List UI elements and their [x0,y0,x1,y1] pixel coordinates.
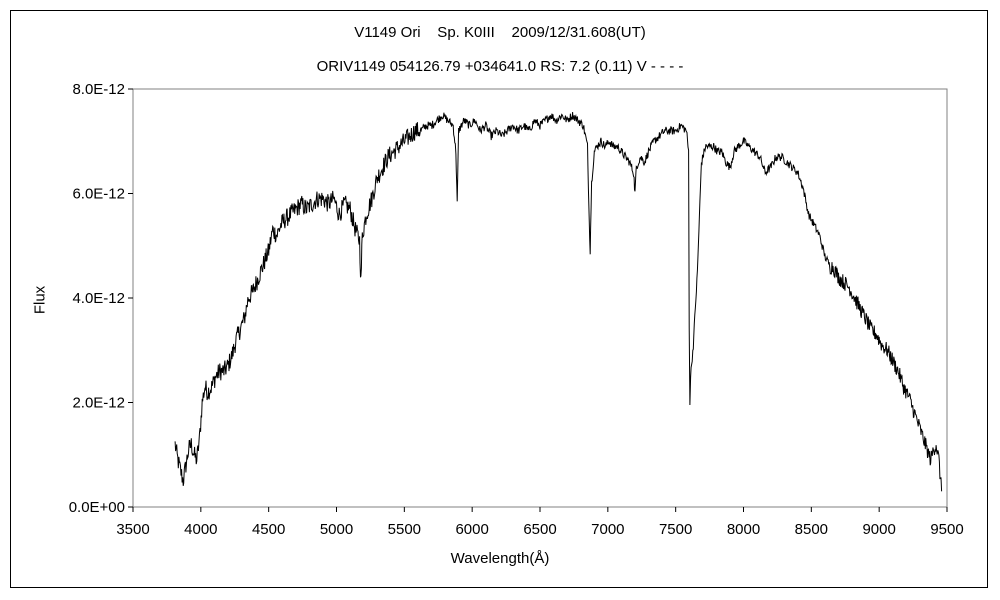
x-tick-label: 7000 [591,521,624,538]
x-tick-label: 5500 [388,521,421,538]
x-tick-label: 8500 [795,521,828,538]
y-axis-label: Flux [31,285,49,315]
y-tick-label: 4.0E-12 [72,290,125,307]
x-tick-label: 6500 [523,521,556,538]
series-layer [174,111,943,492]
series-line [174,111,943,492]
x-axis: 3500 4000 4500 5000 5500 6000 6500 7000 7500 8000… [116,507,964,538]
x-tick-label: 6000 [455,521,488,538]
x-tick-label: 5000 [320,521,353,538]
y-tick-label: 0.0E+00 [69,499,125,516]
x-tick-label: 4000 [184,521,217,538]
x-tick-label: 7500 [659,521,692,538]
x-tick-label: 3500 [116,521,149,538]
y-tick-label: 6.0E-12 [72,186,125,203]
x-tick-label: 9500 [930,521,963,538]
y-tick-label: 2.0E-12 [72,395,125,412]
y-tick-label: 8.0E-12 [72,81,125,98]
chart-subtitle: ORIV1149 054126.79 +034641.0 RS: 7.2 (0.… [316,58,684,75]
x-axis-label: Wavelength(Å) [450,550,550,567]
x-tick-label: 4500 [252,521,285,538]
y-axis: 0.0E+00 2.0E-12 4.0E-12 6.0E-12 8.0E-12 [69,81,133,516]
x-tick-label: 8000 [727,521,760,538]
plot-area [132,88,948,508]
chart-title: V1149 Ori Sp. K0III 2009/12/31.608(UT) [354,24,646,41]
x-tick-label: 9000 [862,521,895,538]
